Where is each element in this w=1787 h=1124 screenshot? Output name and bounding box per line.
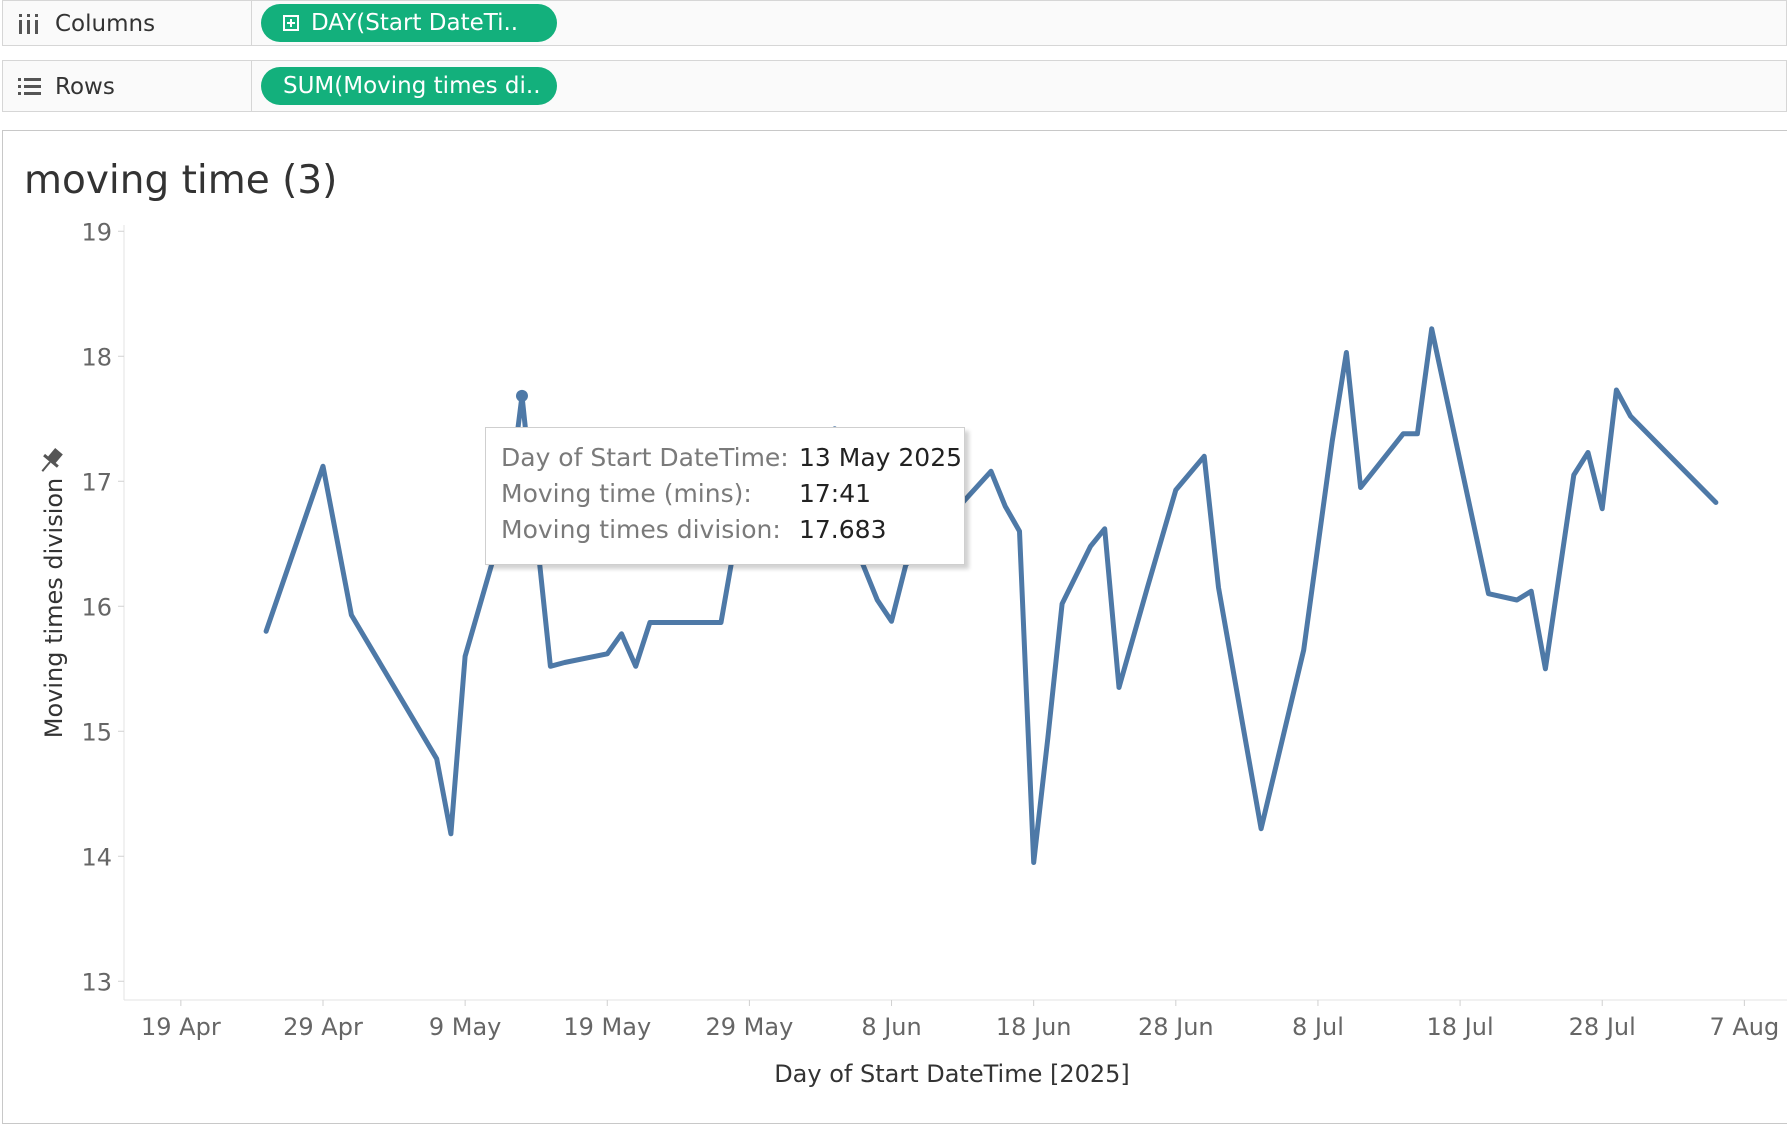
highlighted-point[interactable] (515, 389, 528, 402)
sheet-title: moving time (3) (24, 158, 338, 203)
pin-icon[interactable] (35, 445, 66, 476)
x-tick-label: 19 Apr (141, 1013, 221, 1041)
columns-icon (19, 14, 38, 34)
rows-pill[interactable]: SUM(Moving times di.. (261, 67, 557, 105)
x-tick-label: 8 Jun (861, 1013, 921, 1041)
x-tick-label: 28 Jun (1138, 1013, 1214, 1041)
y-tick-label: 15 (81, 718, 112, 746)
x-tick-label: 8 Jul (1292, 1013, 1344, 1041)
chart-axes: 13 14 15 16 17 18 19 19 Apr 29 Apr 9 May 19 May 29 … (40, 218, 1787, 1088)
rows-shelf-label: Rows (55, 74, 115, 100)
y-axis-title: Moving times division (40, 478, 68, 739)
x-tick-label: 18 Jul (1427, 1013, 1494, 1041)
rows-shelf: Rows SUM(Moving times di.. (2, 60, 1787, 112)
x-tick-label: 7 Aug (1709, 1013, 1779, 1041)
x-tick-label: 18 Jun (996, 1013, 1072, 1041)
tooltip-row-date: Day of Start DateTime: 13 May 2025 (501, 443, 962, 472)
x-axis-title: Day of Start DateTime [2025] (774, 1060, 1130, 1088)
x-tick-label: 28 Jul (1569, 1013, 1636, 1041)
y-tick-label: 13 (81, 968, 112, 996)
y-tick-label: 19 (81, 218, 112, 246)
columns-shelf-label-cell: Columns (3, 1, 252, 45)
tooltip-row-moving-time: Moving time (mins): 17:41 (501, 479, 871, 508)
tooltip-value: 13 May 2025 (799, 443, 963, 472)
tooltip-key: Moving time (mins): (501, 479, 752, 508)
y-tick-label: 17 (81, 468, 112, 496)
y-tick-label: 14 (81, 843, 112, 871)
rows-icon (18, 78, 41, 95)
x-tick-label: 19 May (563, 1013, 651, 1041)
rows-shelf-label-cell: Rows (3, 61, 252, 111)
x-tick-label: 9 May (429, 1013, 502, 1041)
y-tick-label: 18 (81, 343, 112, 371)
x-tick-label: 29 May (706, 1013, 794, 1041)
tooltip-key: Day of Start DateTime: (501, 443, 789, 472)
rows-pill-label: SUM(Moving times di.. (283, 73, 541, 99)
columns-shelf-label: Columns (55, 11, 156, 37)
columns-pill[interactable]: DAY(Start DateTi.. (261, 4, 557, 42)
expand-plus-icon[interactable] (283, 15, 299, 31)
chart-marks[interactable] (263, 326, 1719, 865)
tooltip-key: Moving times division: (501, 515, 781, 544)
columns-pill-label: DAY(Start DateTi.. (311, 10, 519, 36)
tooltip-value: 17:41 (799, 479, 872, 508)
series-line[interactable] (263, 326, 1719, 865)
columns-shelf: Columns DAY(Start DateTi.. (2, 0, 1787, 46)
y-tick-label: 16 (81, 593, 112, 621)
tooltip: Day of Start DateTime: 13 May 2025 Movin… (485, 427, 965, 565)
x-tick-label: 29 Apr (283, 1013, 363, 1041)
tooltip-value: 17.683 (799, 515, 887, 544)
tooltip-row-division: Moving times division: 17.683 (501, 515, 886, 544)
viz-area (2, 130, 1787, 1124)
